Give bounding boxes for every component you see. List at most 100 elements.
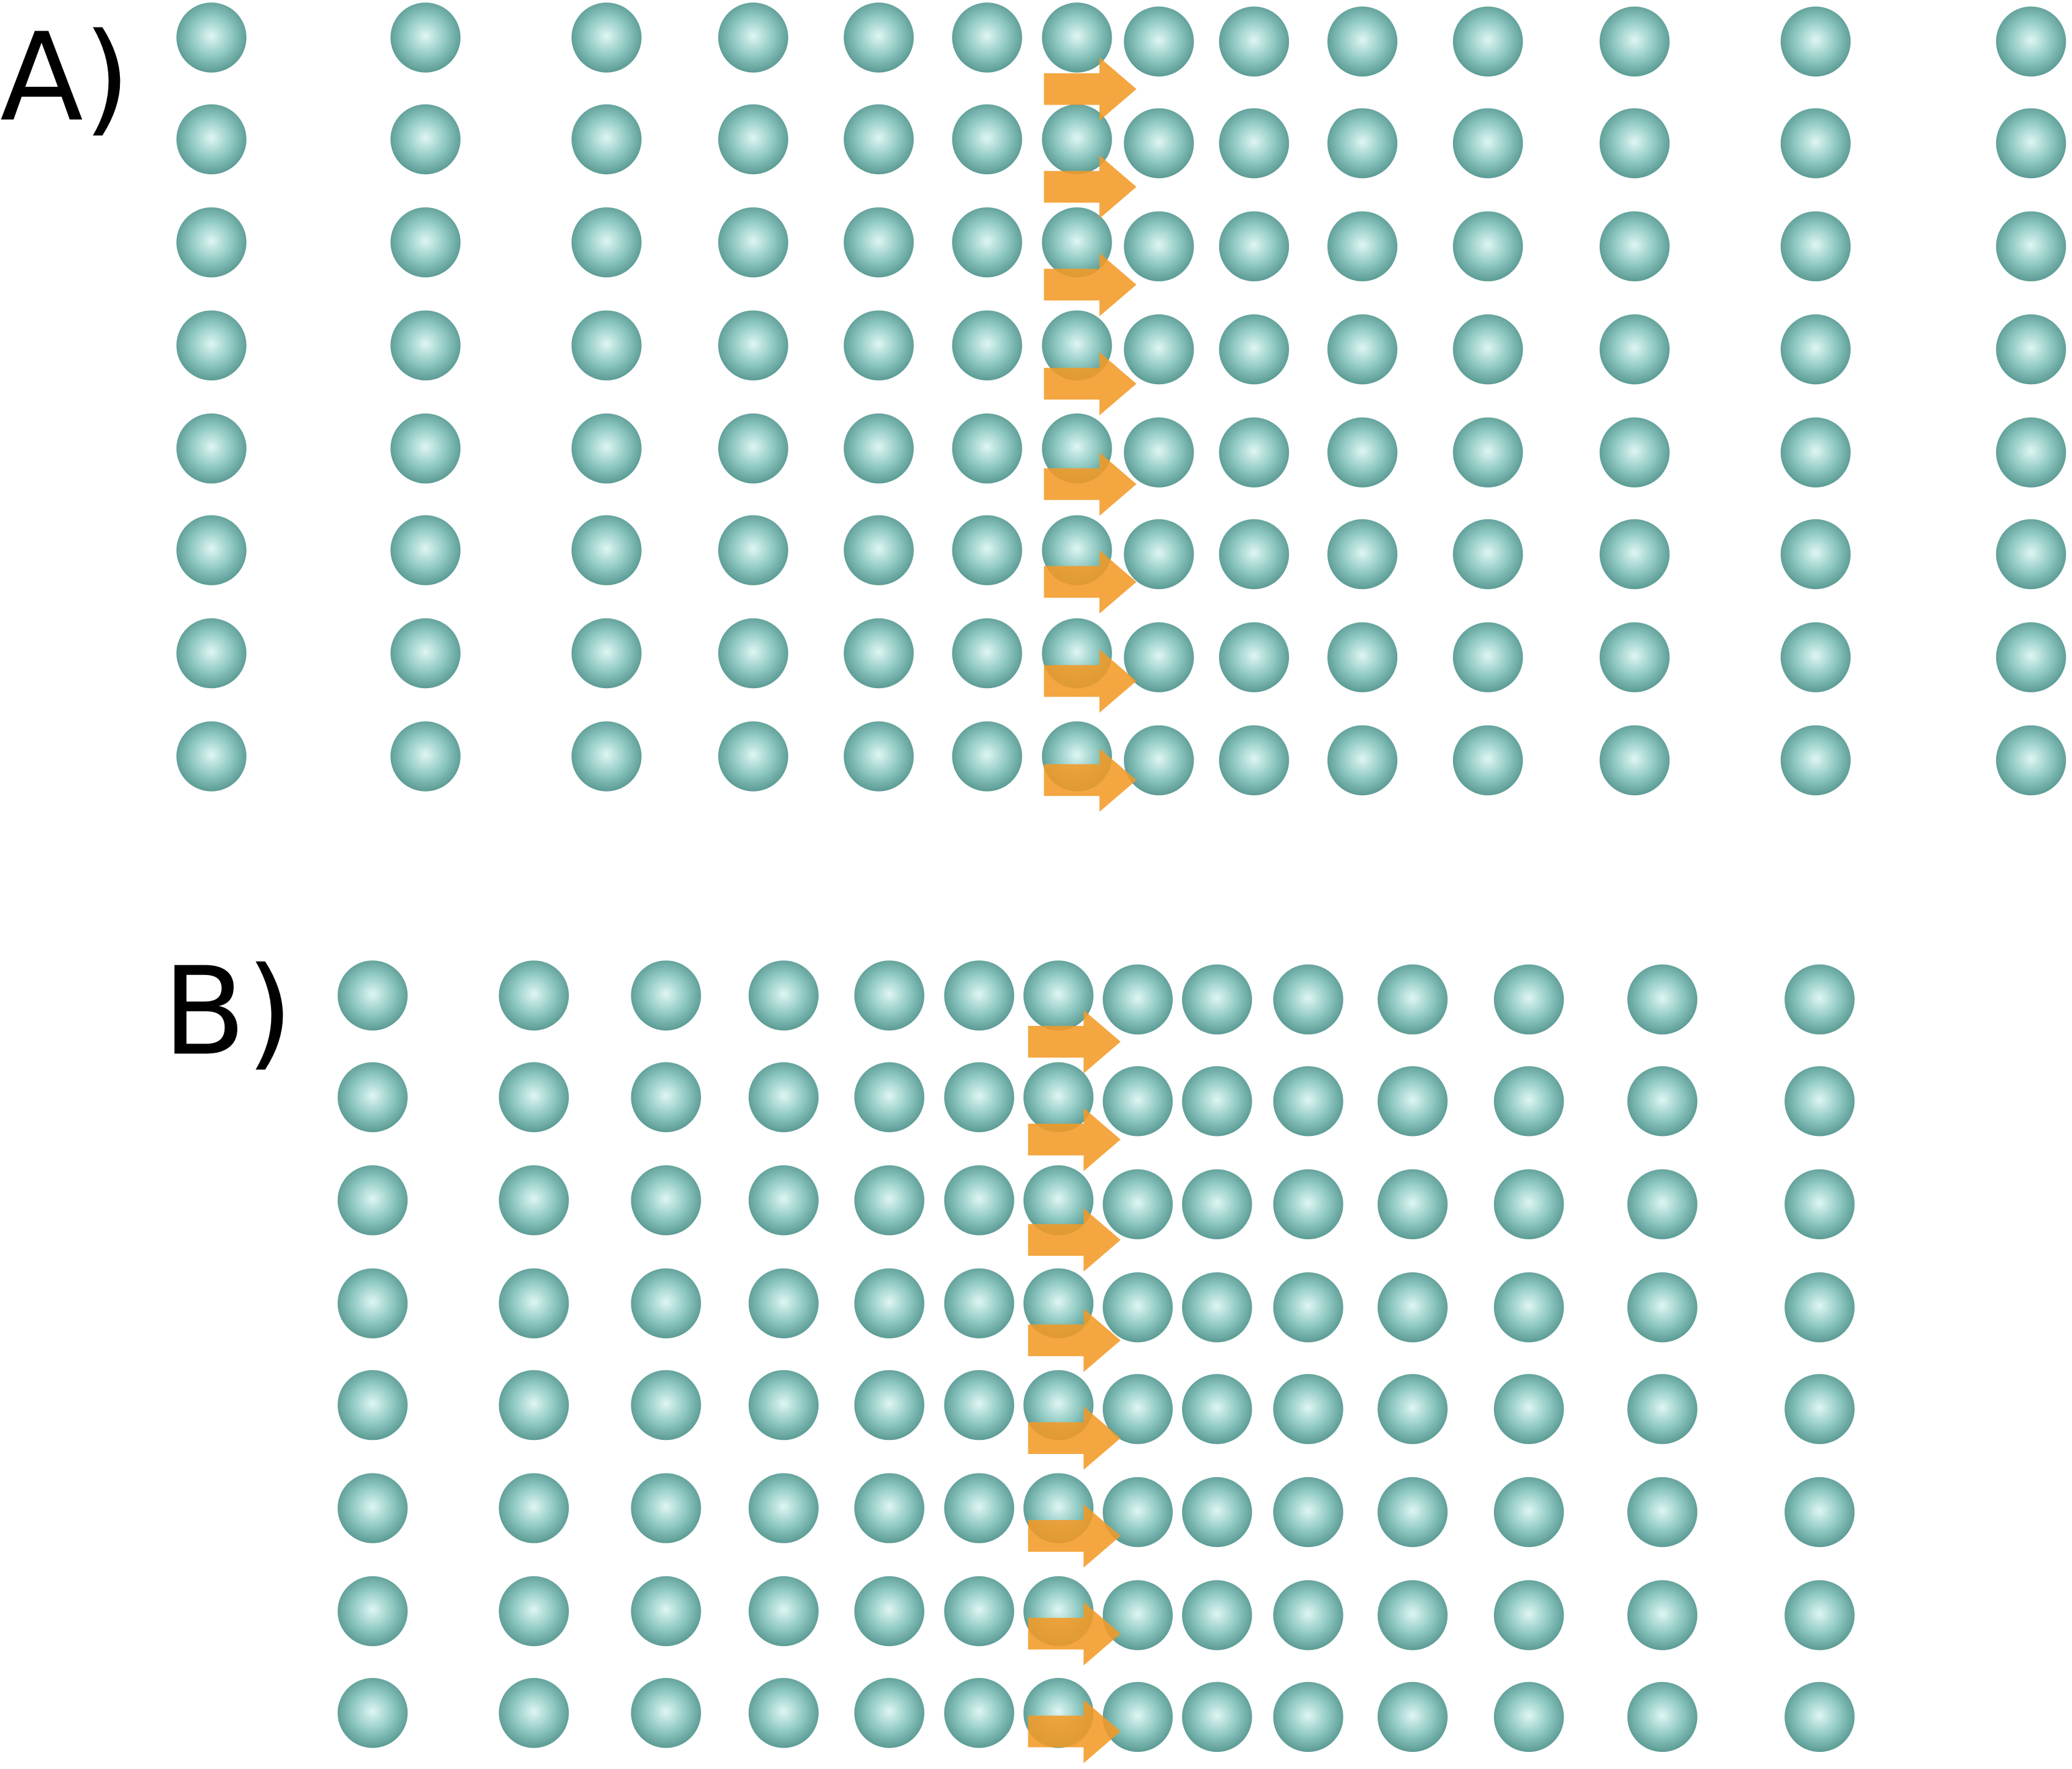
panel-a-atom (844, 721, 914, 792)
panel-b-atom (1493, 1272, 1564, 1343)
panel-a-atom (844, 618, 914, 689)
panel-a-atom (390, 413, 461, 484)
panel-b-arrow-icon (1028, 1504, 1121, 1568)
panel-b-atom (1493, 1580, 1564, 1650)
panel-a-atom (1996, 211, 2066, 281)
panel-b-atom (1182, 1580, 1252, 1650)
panel-b-atom (1784, 1682, 1855, 1752)
panel-a-atom (1453, 519, 1523, 590)
panel-b-atom (499, 1165, 569, 1236)
panel-b-atom (1102, 1477, 1173, 1548)
panel-a-atom (390, 310, 461, 380)
panel-a-atom (1599, 519, 1670, 590)
panel-b-atom (1182, 1272, 1252, 1343)
panel-a-atom (390, 2, 461, 73)
panel-a-atom (952, 207, 1022, 278)
panel-b-atom (1784, 964, 1855, 1035)
panel-b-arrow-icon (1028, 1208, 1121, 1272)
panel-a-atom (390, 515, 461, 585)
panel-b-atom (1102, 1066, 1173, 1137)
panel-b-atom (1023, 1268, 1094, 1338)
panel-a-atom (176, 413, 247, 484)
panel-b-atom (1273, 1272, 1343, 1343)
panel-a-atom (176, 618, 247, 689)
panel-a-atom (844, 2, 914, 73)
panel-a-atom (718, 618, 789, 689)
panel-a-atom (176, 207, 247, 278)
panel-a-atom (571, 618, 642, 689)
panel-b-atom (631, 1062, 701, 1133)
panel-a-atom (1219, 6, 1290, 77)
panel-a-atom (1599, 725, 1670, 796)
panel-a-atom (1599, 622, 1670, 692)
panel-a-arrow-icon (1044, 748, 1137, 812)
panel-b-atom (1182, 1066, 1252, 1137)
panel-b-atom (944, 1473, 1014, 1543)
panel-a-atom (1327, 417, 1398, 488)
panel-b-atom (1627, 1169, 1698, 1239)
panel-a-atom (1327, 314, 1398, 385)
panel-a-atom (1453, 725, 1523, 796)
panel-a-atom (1996, 6, 2066, 77)
panel-b-atom (854, 1576, 924, 1647)
panel-a-atom (718, 2, 789, 73)
panel-a: A) (0, 2, 2066, 812)
panel-a-atom (1996, 417, 2066, 488)
panel-b-atom (1627, 964, 1698, 1035)
panel-a-atom (844, 310, 914, 380)
panel-a-arrow-icon (1044, 253, 1137, 317)
panel-b-atom (1784, 1580, 1855, 1650)
panel-a-atom (1780, 108, 1851, 179)
panel-a-atom (1780, 622, 1851, 692)
panel-b-atom (1493, 1682, 1564, 1752)
panel-a-atom (390, 721, 461, 792)
panel-a-atom (571, 413, 642, 484)
panel-a-atom (1327, 6, 1398, 77)
panel-b-atom (1627, 1374, 1698, 1444)
panel-b-atom (1102, 1682, 1173, 1752)
panel-b-atom (499, 1576, 569, 1647)
panel-a-atom (1780, 725, 1851, 796)
panel-a-atom (1219, 417, 1290, 488)
panel-b-atom (944, 1370, 1014, 1441)
panel-a-atom (1124, 6, 1194, 77)
panel-b-atom (748, 1473, 819, 1543)
panel-b-atom (1784, 1477, 1855, 1548)
panel-a-atom (176, 515, 247, 585)
panel-a-atom (1124, 108, 1194, 179)
panel-b-atom (337, 960, 408, 1031)
panel-b-atom (748, 1576, 819, 1647)
panel-a-atom (1453, 211, 1523, 281)
panel-b-atom (1182, 1169, 1252, 1239)
panel-b-atom (854, 1268, 924, 1338)
panel-a-atom (1453, 417, 1523, 488)
panel-b-atom (631, 1370, 701, 1441)
panel-b-atom (1182, 964, 1252, 1035)
panel-a-atom (390, 618, 461, 689)
panel-b-atom (854, 1165, 924, 1236)
panel-b-atom (1493, 1374, 1564, 1444)
panel-a-atom (1599, 211, 1670, 281)
panel-b-atom (1627, 1272, 1698, 1343)
panel-a-atom (718, 515, 789, 585)
panel-b-atom (1784, 1066, 1855, 1137)
panel-b-atom (1493, 1066, 1564, 1137)
panel-b-atom (1627, 1580, 1698, 1650)
panel-a-atom (176, 310, 247, 380)
panel-a-atom (844, 515, 914, 585)
panel-b-atom (499, 1473, 569, 1543)
panel-a-atom (1780, 6, 1851, 77)
panel-a-atom (1780, 519, 1851, 590)
panel-b-atom (1493, 1169, 1564, 1239)
panel-b-arrow-icon (1028, 1601, 1121, 1666)
panel-a-atom (952, 515, 1022, 585)
panel-a-atom (952, 2, 1022, 73)
panel-b-atom (499, 1268, 569, 1338)
panel-a-atom (1996, 519, 2066, 590)
panel-a-label: A) (0, 7, 130, 148)
panel-b-atom (1273, 1682, 1343, 1752)
panel-a-atom (1453, 622, 1523, 692)
panel-a-atom (952, 310, 1022, 380)
panel-b-atom (1377, 1272, 1448, 1343)
panel-b-atom (1377, 1374, 1448, 1444)
